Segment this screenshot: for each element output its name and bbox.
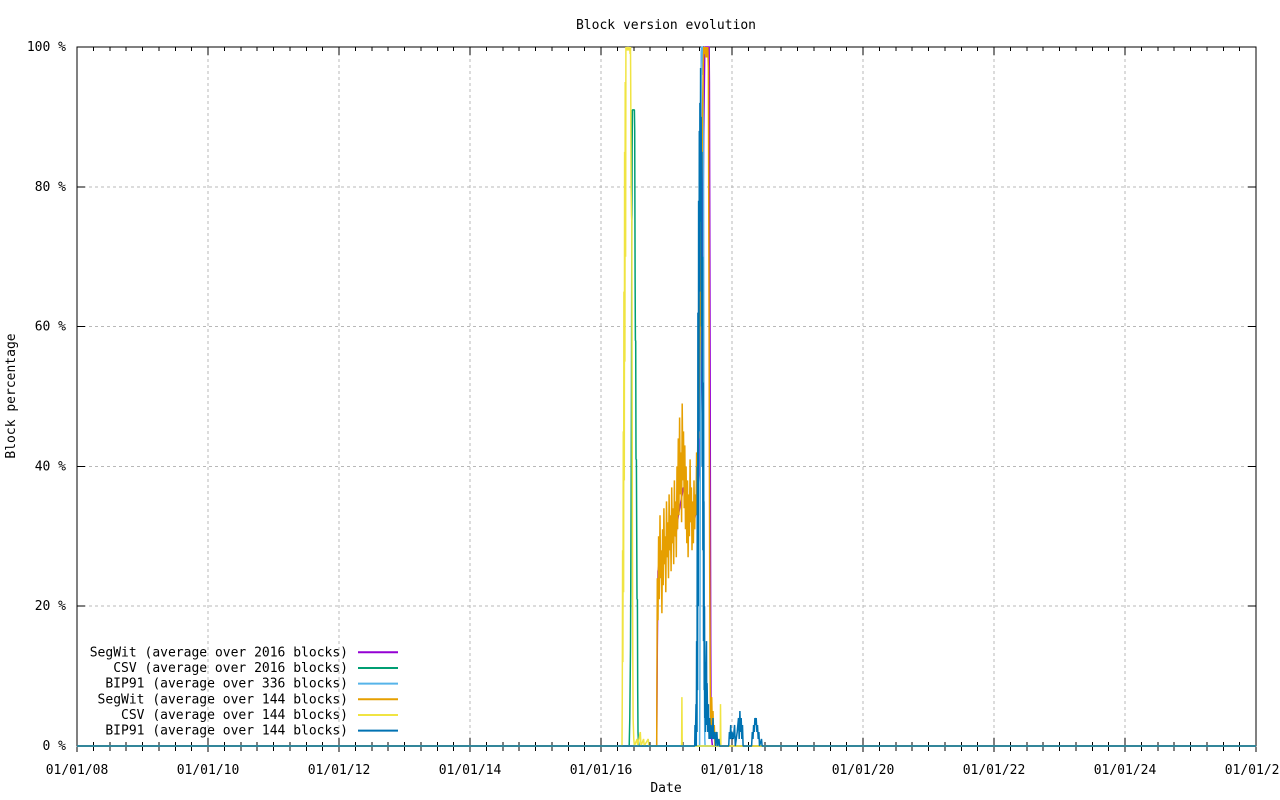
y-tick-label: 0 % [43, 739, 67, 754]
x-tick-label: 01/01/16 [570, 763, 633, 778]
y-axis-title: Block percentage [4, 333, 19, 458]
y-tick-label: 80 % [35, 180, 66, 195]
series-line-csv-average-over-2016-blocks [77, 109, 1256, 747]
series-line-segwit-average-over-2016-blocks [77, 46, 1256, 747]
series-line-bip91-average-over-336-blocks [77, 46, 1256, 747]
y-tick-label: 20 % [35, 599, 66, 614]
plot-border [76, 46, 1257, 747]
x-tick-label: 01/01/20 [832, 763, 895, 778]
x-tick-label: 01/01/14 [439, 763, 502, 778]
legend-label: CSV (average over 144 blocks) [121, 708, 348, 723]
series-line-csv-average-over-144-blocks [77, 46, 1256, 747]
legend-label: BIP91 (average over 336 blocks) [105, 677, 348, 692]
legend-label: SegWit (average over 2016 blocks) [90, 645, 348, 660]
series-line-segwit-average-over-144-blocks [77, 46, 1256, 747]
x-tick-label: 01/01/22 [963, 763, 1026, 778]
x-tick-label: 01/01/18 [701, 763, 764, 778]
legend-label: BIP91 (average over 144 blocks) [105, 724, 348, 739]
chart-title: Block version evolution [576, 18, 756, 33]
x-tick-label: 01/01/10 [177, 763, 240, 778]
legend-label: CSV (average over 2016 blocks) [113, 661, 348, 676]
legend-label: SegWit (average over 144 blocks) [98, 692, 348, 707]
x-tick-label: 01/01/08 [46, 763, 109, 778]
y-tick-label: 100 % [27, 40, 66, 55]
series-line-bip91-average-over-144-blocks [77, 67, 1256, 747]
x-tick-label: 01/01/12 [308, 763, 371, 778]
y-tick-label: 60 % [35, 320, 66, 335]
x-axis-title: Date [650, 781, 681, 796]
x-tick-label: 01/01/24 [1094, 763, 1157, 778]
x-tick-label: 01/01/26 [1225, 763, 1280, 778]
plot-area: 01/01/08 01/01/10 01/01/12 01/01/14 01/01/16… [27, 40, 1280, 778]
y-tick-label: 40 % [35, 459, 66, 474]
